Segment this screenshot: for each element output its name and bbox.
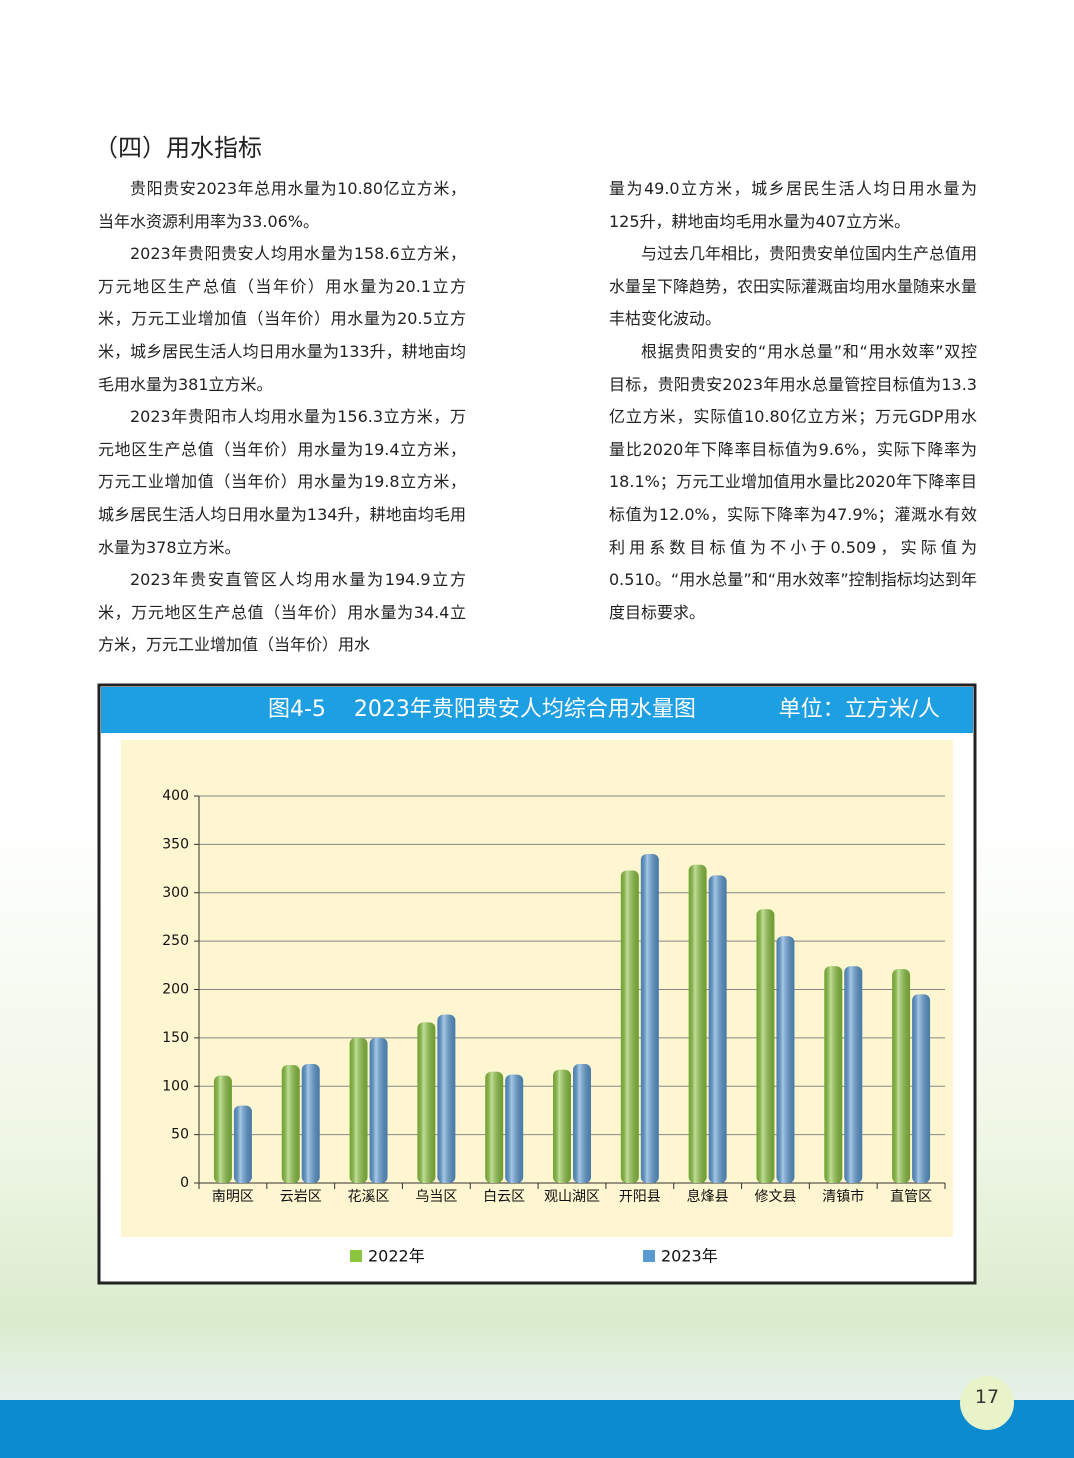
bar-shine — [640, 854, 659, 1183]
paragraph: 2023年贵阳市人均用水量为156.3立方米，万元地区生产总值（当年价）用水量为… — [98, 407, 466, 557]
page-number: 17 — [960, 1376, 1014, 1430]
plot-background — [121, 740, 953, 1237]
bar-shine — [824, 966, 843, 1183]
bar-shine — [437, 1014, 456, 1183]
y-tick-label: 400 — [162, 788, 189, 804]
paragraph: 根据贵阳贵安的“用水总量”和“用水效率”双控目标，贵阳贵安2023年用水总量管控… — [609, 341, 977, 622]
bar-shine — [281, 1064, 300, 1183]
y-tick-label: 200 — [162, 982, 189, 998]
chart-unit: 单位：立方米/人 — [779, 697, 940, 722]
bar-shine — [301, 1063, 320, 1183]
bar-shine — [708, 875, 727, 1183]
x-tick-label: 云岩区 — [280, 1189, 322, 1205]
y-tick-label: 350 — [162, 836, 189, 852]
bar-shine — [688, 864, 707, 1183]
bar-shine — [485, 1071, 504, 1183]
x-tick-label: 乌当区 — [415, 1189, 457, 1205]
bar-shine — [213, 1075, 232, 1183]
x-tick-label: 观山湖区 — [544, 1189, 600, 1205]
legend-swatch — [350, 1250, 362, 1262]
y-tick-label: 150 — [162, 1030, 189, 1046]
x-tick-label: 开阳县 — [619, 1189, 661, 1205]
legend-swatch — [643, 1250, 655, 1262]
paragraph: 2023年贵安直管区人均用水量为194.9立方米，万元地区生产总值（当年价）用水… — [98, 570, 466, 655]
paragraph: 与过去几年相比，贵阳贵安单位国内生产总值用水量呈下降趋势，农田实际灌溉亩均用水量… — [609, 244, 978, 329]
x-tick-label: 白云区 — [483, 1189, 525, 1205]
y-tick-label: 250 — [162, 933, 189, 949]
bar-shine — [912, 994, 931, 1183]
legend-label: 2023年 — [661, 1247, 718, 1266]
y-tick-label: 300 — [162, 885, 189, 901]
left-column: 贵阳贵安2023年总用水量为10.80亿立方米，当年水资源利用率为33.06%。… — [98, 173, 466, 662]
bar-shine — [233, 1105, 252, 1183]
footer-band — [0, 1400, 1074, 1458]
paragraph: 量为49.0立方米，城乡居民生活人均日用水量为125升，耕地亩均毛用水量为407… — [609, 179, 977, 231]
y-tick-label: 100 — [162, 1078, 189, 1094]
x-tick-label: 修文县 — [754, 1189, 796, 1205]
bar-shine — [892, 969, 911, 1183]
bar-shine — [573, 1063, 591, 1183]
bar-shine — [844, 966, 863, 1183]
bar-shine — [756, 909, 775, 1183]
right-column: 量为49.0立方米，城乡居民生活人均日用水量为125升，耕地亩均毛用水量为407… — [609, 173, 977, 629]
paragraph: 2023年贵阳贵安人均用水量为158.6立方米，万元地区生产总值（当年价）用水量… — [98, 244, 466, 394]
y-tick-label: 0 — [180, 1175, 189, 1191]
paragraph: 贵阳贵安2023年总用水量为10.80亿立方米，当年水资源利用率为33.06%。 — [98, 179, 466, 231]
bar-shine — [620, 870, 639, 1183]
section-title: （四）用水指标 — [94, 134, 262, 162]
bar-shine — [505, 1074, 524, 1183]
x-tick-label: 花溪区 — [348, 1189, 390, 1205]
y-tick-label: 50 — [171, 1127, 189, 1143]
bar-shine — [553, 1069, 571, 1183]
bar-shine — [369, 1037, 388, 1183]
chart-header — [101, 687, 973, 733]
bar-shine — [349, 1037, 368, 1183]
x-tick-label: 息烽县 — [687, 1188, 729, 1205]
bar-shine — [776, 936, 795, 1183]
x-tick-label: 直管区 — [890, 1188, 932, 1205]
x-tick-label: 南明区 — [212, 1189, 254, 1205]
x-tick-label: 清镇市 — [822, 1188, 864, 1205]
chart-title: 图4-5 2023年贵阳贵安人均综合用水量图 — [268, 697, 696, 722]
bar-shine — [417, 1022, 436, 1183]
legend-label: 2022年 — [368, 1247, 425, 1266]
